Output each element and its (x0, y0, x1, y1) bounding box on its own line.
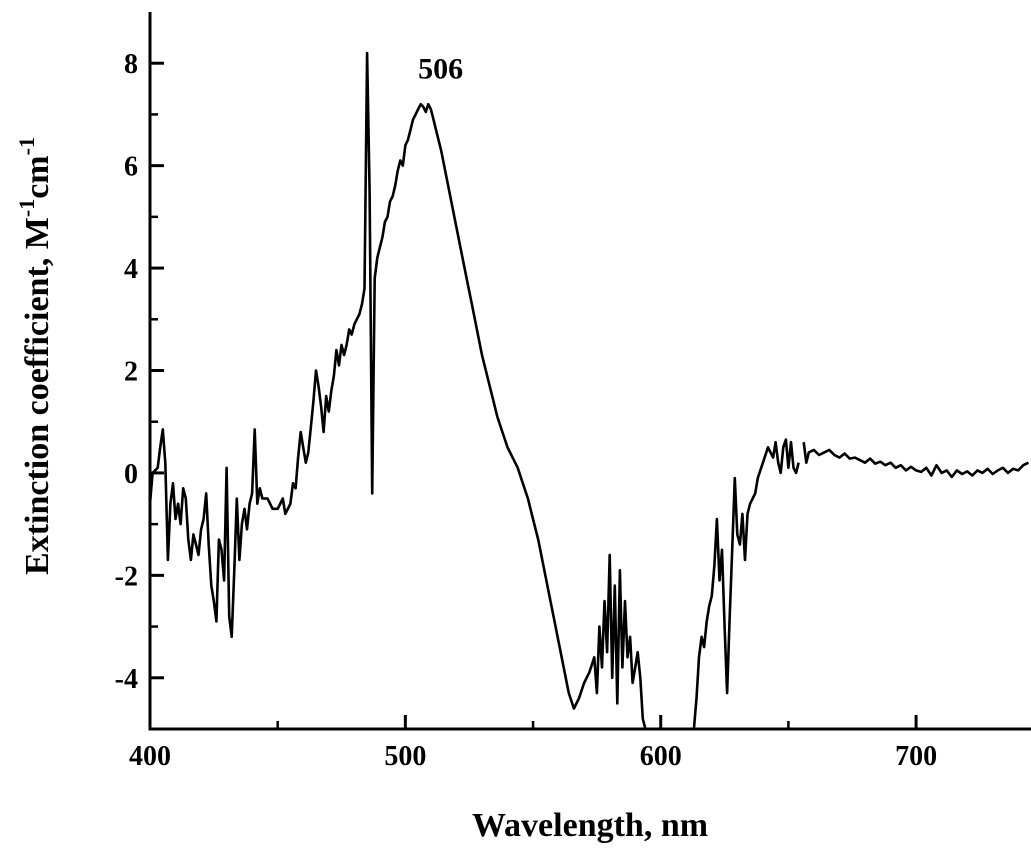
x-axis-title: Wavelength, nm (472, 807, 708, 844)
spectrum-line (692, 438, 800, 730)
y-tick-label: 6 (124, 152, 138, 183)
y-tick-label: 2 (124, 357, 138, 388)
axes (148, 12, 1031, 731)
y-axis-title-main: Extinction coefficient, M (19, 217, 56, 575)
y-axis-title-sup2: -1 (14, 137, 39, 155)
x-tick-label: 400 (129, 741, 171, 772)
peak-annotation: 506 (418, 52, 463, 85)
y-axis-title-sup1: -1 (14, 199, 39, 217)
spectrum-line (802, 442, 1029, 479)
x-tick-label: 600 (640, 741, 682, 772)
ticks: 400 500 600 700 -4 -2 0 2 4 6 8 (115, 49, 937, 772)
y-tick-label: 8 (124, 49, 138, 80)
y-axis-title: Extinction coefficient, M-1cm-1 (14, 137, 56, 575)
y-tick-label: -2 (115, 561, 138, 592)
x-tick-label: 500 (384, 741, 426, 772)
y-axis-title-unit: cm (19, 155, 56, 198)
labels: Wavelength, nm Extinction coefficient, M… (14, 137, 708, 844)
y-tick-label: 0 (124, 459, 138, 490)
plot-area: 506 (148, 51, 1029, 730)
y-tick-label: -4 (115, 664, 138, 695)
y-tick-label: 4 (124, 254, 138, 285)
x-tick-label: 700 (895, 741, 937, 772)
spectrum-line (148, 51, 647, 730)
